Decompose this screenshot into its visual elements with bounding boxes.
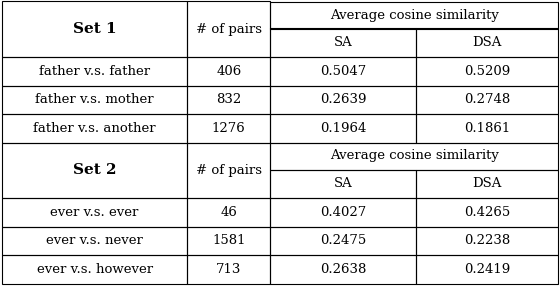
Text: Average cosine similarity: Average cosine similarity [330, 149, 498, 163]
Text: # of pairs: # of pairs [196, 23, 262, 36]
Bar [416, 169, 558, 198]
Text: 1581: 1581 [212, 234, 245, 247]
Text: 832: 832 [216, 93, 241, 106]
Text: ever v.s. never: ever v.s. never [46, 234, 143, 247]
Text: 1276: 1276 [212, 122, 246, 135]
Text: Set 2: Set 2 [73, 163, 116, 177]
Text: 0.2419: 0.2419 [464, 263, 510, 276]
Bar [187, 114, 270, 142]
Bar [270, 226, 416, 255]
Bar [270, 57, 416, 86]
Text: 0.2639: 0.2639 [320, 93, 367, 106]
Bar [187, 142, 270, 198]
Bar [2, 226, 187, 255]
Text: 0.1964: 0.1964 [320, 122, 366, 135]
Bar [2, 255, 187, 284]
Text: DSA: DSA [472, 177, 502, 190]
Bar [416, 255, 558, 284]
Text: SA: SA [334, 36, 353, 49]
Bar [416, 85, 558, 114]
Bar [187, 255, 270, 284]
Text: 0.2475: 0.2475 [320, 234, 366, 247]
Text: 0.2748: 0.2748 [464, 93, 510, 106]
Text: 0.1861: 0.1861 [464, 122, 510, 135]
Bar [2, 198, 187, 226]
Bar [270, 114, 416, 142]
Text: 0.2638: 0.2638 [320, 263, 366, 276]
Bar [270, 198, 416, 226]
Bar [416, 226, 558, 255]
Bar [416, 198, 558, 226]
Text: # of pairs: # of pairs [196, 164, 262, 177]
Bar [2, 142, 187, 198]
Text: Set 1: Set 1 [73, 22, 116, 36]
Bar [270, 2, 558, 28]
Bar [416, 57, 558, 86]
Bar [270, 85, 416, 114]
Bar [187, 85, 270, 114]
Text: ever v.s. ever: ever v.s. ever [50, 206, 139, 219]
Bar [270, 28, 416, 57]
Bar [270, 169, 416, 198]
Bar [416, 114, 558, 142]
Bar [187, 226, 270, 255]
Bar [270, 142, 558, 170]
Text: 0.4027: 0.4027 [320, 206, 366, 219]
Text: SA: SA [334, 177, 353, 190]
Bar [187, 2, 270, 57]
Text: 0.5209: 0.5209 [464, 65, 510, 78]
Text: 406: 406 [216, 65, 241, 78]
Bar [416, 28, 558, 57]
Text: Average cosine similarity: Average cosine similarity [330, 8, 498, 22]
Text: ever v.s. however: ever v.s. however [36, 263, 153, 276]
Text: 0.5047: 0.5047 [320, 65, 366, 78]
Bar [2, 85, 187, 114]
Text: 46: 46 [220, 206, 237, 219]
Text: father v.s. father: father v.s. father [39, 65, 150, 78]
Bar [2, 2, 187, 57]
Bar [187, 198, 270, 226]
Bar [2, 114, 187, 142]
Text: 0.2238: 0.2238 [464, 234, 510, 247]
Text: 0.4265: 0.4265 [464, 206, 510, 219]
Text: father v.s. mother: father v.s. mother [35, 93, 154, 106]
Bar [187, 57, 270, 86]
Text: father v.s. another: father v.s. another [34, 122, 156, 135]
Bar [2, 57, 187, 86]
Text: 713: 713 [216, 263, 241, 276]
Text: DSA: DSA [472, 36, 502, 49]
Bar [270, 255, 416, 284]
